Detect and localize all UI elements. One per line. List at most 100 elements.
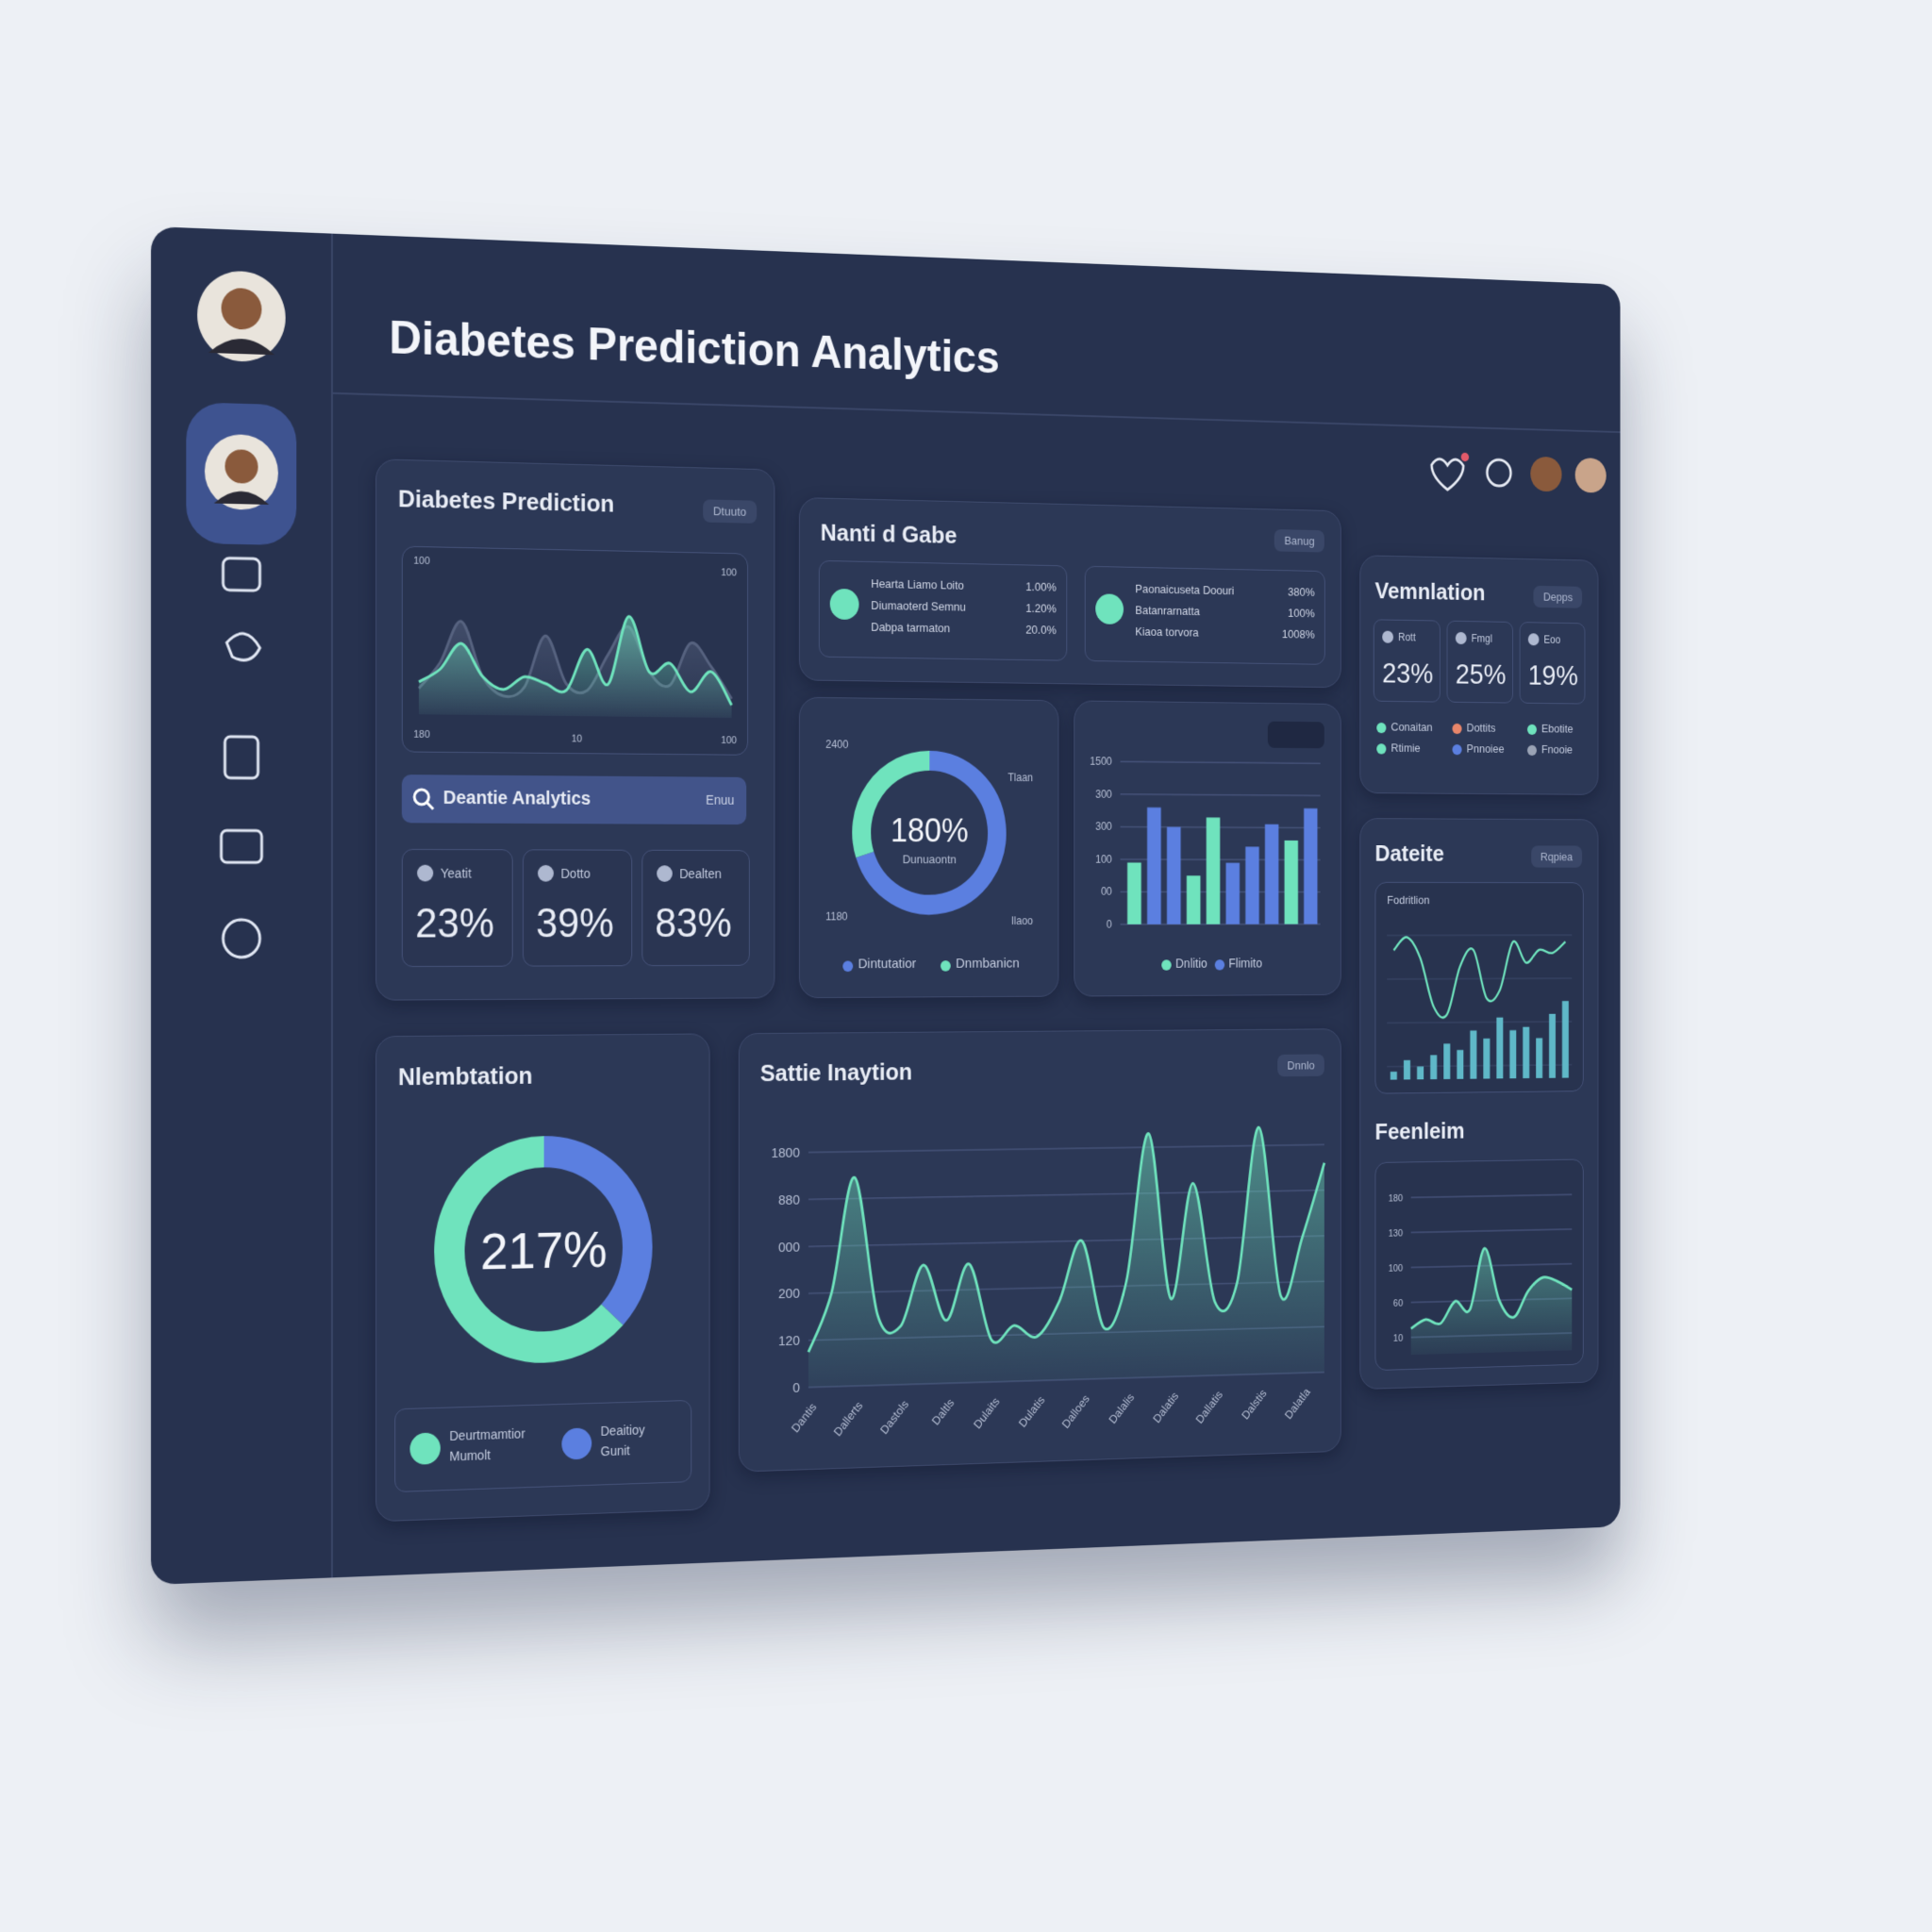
corner-label: 1180 <box>825 910 848 923</box>
prediction-card: Diabetes Prediction Dtuuto 100 100 180 10 100 D… <box>375 458 774 1000</box>
chart-frame: Fodritlion <box>1375 882 1584 1094</box>
health-item: Paonaicuseta Doouri Batanrarnatta Kiaoa to… <box>1085 566 1325 665</box>
bar <box>1147 808 1161 924</box>
bar <box>1430 1055 1437 1079</box>
page-title: Diabetes Prediction Analytics <box>389 310 999 384</box>
area-chart: 0 120 200 000 880 1800 Dantis Dallerts Dastols Da… <box>740 1029 1341 1471</box>
nav-icon[interactable] <box>226 633 259 660</box>
search-icon-lens <box>414 790 428 805</box>
corner-label: 100 <box>721 735 737 746</box>
settings-icon[interactable] <box>1487 459 1510 486</box>
avatar[interactable] <box>1575 458 1607 493</box>
badge[interactable]: Depps <box>1534 586 1582 608</box>
grid-line <box>1411 1229 1573 1233</box>
stat-icon <box>1528 633 1540 645</box>
legend-label: Conaitan <box>1391 720 1432 733</box>
legend-dot <box>842 960 853 972</box>
stat-value: 25% <box>1456 658 1507 691</box>
badge[interactable]: Banug <box>1274 529 1324 553</box>
bar <box>1483 1039 1490 1079</box>
bar <box>1304 808 1317 924</box>
bar <box>1496 1018 1503 1079</box>
item-icon <box>1095 593 1124 625</box>
x-tick-label: Dalatis <box>1151 1389 1182 1424</box>
stat-label: Dealten <box>679 866 722 881</box>
y-tick-label: 1500 <box>1090 756 1112 768</box>
item-line: Diumaoterd Semnu <box>871 598 966 613</box>
stat-value: 23% <box>415 901 494 947</box>
donut-subtitle: Dunuaontn <box>903 853 957 867</box>
nav-icon[interactable] <box>223 920 259 958</box>
badge[interactable]: Rqpiea <box>1531 846 1582 868</box>
y-tick-label: 130 <box>1389 1228 1404 1239</box>
stat-value: 19% <box>1528 659 1578 692</box>
bar <box>1207 818 1221 924</box>
legend-label: Flimito <box>1228 956 1262 970</box>
bar-chart: 0001003003001500 <box>1074 701 1341 995</box>
nav-icon[interactable] <box>222 830 262 862</box>
y-tick-label: 200 <box>778 1286 800 1302</box>
grid-line <box>808 1144 1324 1152</box>
ventilation-card: Vemnlation Depps Rott 23% Fmgl 25% Eoo 19% Conai… <box>1359 555 1598 795</box>
x-tick-label: Daltls <box>929 1396 957 1428</box>
x-tick-label: Dalloes <box>1059 1391 1092 1430</box>
y-tick-label: 100 <box>1095 853 1112 865</box>
avatar[interactable] <box>197 270 286 363</box>
y-tick-label: 0 <box>1107 918 1112 930</box>
bar <box>1265 824 1278 924</box>
area-fill <box>808 1126 1324 1388</box>
stat-label: Yeatit <box>441 866 472 881</box>
x-tick-label: Dallatis <box>1193 1388 1225 1425</box>
grid-line <box>1411 1194 1573 1197</box>
nav-icon[interactable] <box>225 737 258 778</box>
search-text: Deantie Analytics <box>443 788 591 810</box>
sidebar <box>151 226 333 1585</box>
badge[interactable]: Dtuuto <box>703 499 757 524</box>
legend-dot <box>941 960 951 971</box>
x-tick-label: Dalatla <box>1282 1385 1313 1422</box>
legend-icon <box>409 1432 440 1465</box>
y-tick-label: 0 <box>792 1380 800 1396</box>
bar <box>1417 1067 1424 1080</box>
bar <box>1127 862 1141 924</box>
notification-icon[interactable] <box>1432 458 1464 490</box>
y-tick-label: 180 <box>1389 1193 1404 1204</box>
bar <box>1509 1030 1516 1078</box>
corner-label: 100 <box>413 556 430 567</box>
corner-label: Ilaoo <box>1011 914 1033 926</box>
x-tick-label: Dantis <box>789 1400 819 1435</box>
bar <box>1549 1014 1556 1078</box>
card-title: Diabetes Prediction <box>398 485 614 519</box>
bar <box>1457 1050 1463 1079</box>
item-line: Kiaoa torvora <box>1135 625 1198 639</box>
bar <box>1391 1072 1397 1080</box>
bar <box>1562 1001 1569 1078</box>
summary-card: Nlembtation 217% Deurtmamtior Mumolt Deaitio… <box>375 1033 709 1522</box>
bar <box>1245 847 1258 924</box>
chart-frame: 10 60 100 130 180 <box>1375 1158 1584 1371</box>
item-line: Paonaicuseta Doouri <box>1135 582 1234 597</box>
area-chart: 100100180 10 100 <box>403 547 747 755</box>
stat-box: Dotto 39% <box>523 849 632 966</box>
header-divider <box>333 392 1621 433</box>
x-tick-label: Dallerts <box>831 1398 865 1438</box>
stat-label: Dotto <box>560 866 590 881</box>
avatar[interactable] <box>1530 457 1561 492</box>
corner-label: 180 <box>413 729 430 741</box>
bar <box>1226 863 1241 924</box>
guide-line <box>1387 1022 1572 1023</box>
ring-card: 180% Dunuaontn 2400 Tlaan 1180 Ilaoo Dintutati… <box>799 697 1058 998</box>
search-icon-handle <box>427 803 434 809</box>
bar <box>1523 1027 1529 1079</box>
trends-card: Dateite Rqpiea Fodritlion Feenleim 10 60 100 13… <box>1359 818 1598 1390</box>
chart-frame: 100 100 180 10 100 <box>402 546 748 756</box>
search-badge: Enuu <box>706 792 734 808</box>
card-title: Nanti d Gabe <box>821 519 958 550</box>
stat-label: Fmgl <box>1472 632 1492 644</box>
nav-icon[interactable] <box>223 558 259 591</box>
card-title: Feenleim <box>1375 1117 1465 1145</box>
legend-dot <box>1527 724 1537 735</box>
search-bar[interactable]: Deantie Analytics Enuu <box>402 774 746 824</box>
stat-icon <box>657 865 673 881</box>
